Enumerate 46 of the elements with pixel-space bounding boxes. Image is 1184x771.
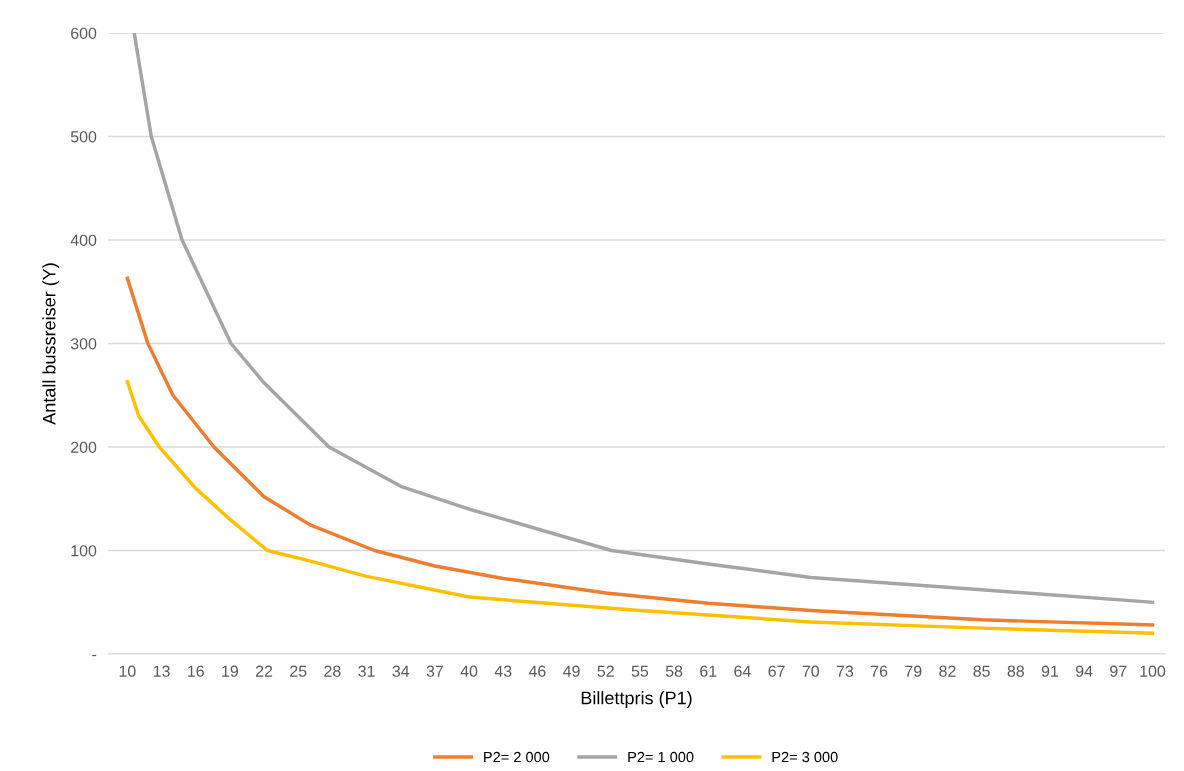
x-tick-label: 94 bbox=[1076, 665, 1093, 677]
x-tick-label: 46 bbox=[528, 665, 546, 677]
x-tick-label: 34 bbox=[392, 665, 410, 677]
y-tick-label: 500 bbox=[70, 131, 97, 143]
x-tick-label: 22 bbox=[255, 665, 273, 677]
x-tick-label: 16 bbox=[188, 665, 204, 677]
y-tick-label: 600 bbox=[71, 27, 97, 39]
x-tick-label: 100 bbox=[1140, 665, 1166, 677]
x-tick-label: 67 bbox=[768, 665, 785, 677]
x-tick-label: 76 bbox=[871, 665, 888, 677]
x-tick-label: 55 bbox=[631, 665, 649, 677]
x-tick-label: 37 bbox=[426, 665, 443, 677]
x-tick-label: 31 bbox=[358, 665, 375, 677]
y-axis-title: Antall bussreiser (Y) bbox=[42, 263, 60, 425]
y-tick-label: 100 bbox=[71, 545, 97, 557]
x-tick-label: 70 bbox=[802, 665, 820, 677]
x-tick-label: 10 bbox=[119, 665, 136, 677]
legend-label: P2= 3 000 bbox=[772, 751, 838, 763]
legend-label: P2= 1 000 bbox=[628, 751, 694, 763]
line-series bbox=[125, 380, 1155, 636]
x-tick-label: 73 bbox=[836, 665, 854, 677]
x-tick-label: 43 bbox=[494, 665, 512, 677]
x-tick-label: 49 bbox=[563, 665, 580, 677]
line-series bbox=[125, 276, 1155, 627]
x-tick-label: 25 bbox=[290, 665, 307, 677]
x-tick-label: 82 bbox=[939, 665, 956, 677]
x-tick-label: 88 bbox=[1007, 665, 1024, 677]
y-tick-label: - bbox=[92, 654, 97, 657]
y-tick-label: 400 bbox=[70, 234, 97, 246]
line-series bbox=[132, 33, 1155, 604]
x-tick-label: 58 bbox=[665, 665, 683, 677]
x-tick-label: 97 bbox=[1110, 665, 1127, 677]
y-tick-label: 300 bbox=[70, 338, 97, 350]
x-tick-label: 64 bbox=[734, 665, 751, 677]
x-tick-label: 52 bbox=[597, 665, 614, 677]
x-tick-label: 85 bbox=[973, 665, 990, 677]
legend-label: P2= 2 000 bbox=[484, 751, 550, 763]
x-tick-label: 19 bbox=[222, 665, 238, 677]
x-tick-label: 28 bbox=[324, 665, 341, 677]
x-axis-title: Billettpris (P1) bbox=[581, 691, 692, 708]
x-tick-label: 91 bbox=[1041, 665, 1059, 677]
x-tick-label: 13 bbox=[153, 665, 170, 677]
x-tick-label: 79 bbox=[905, 665, 922, 677]
y-tick-label: 200 bbox=[71, 441, 97, 453]
x-tick-label: 40 bbox=[460, 665, 478, 677]
x-tick-label: 61 bbox=[700, 665, 717, 677]
